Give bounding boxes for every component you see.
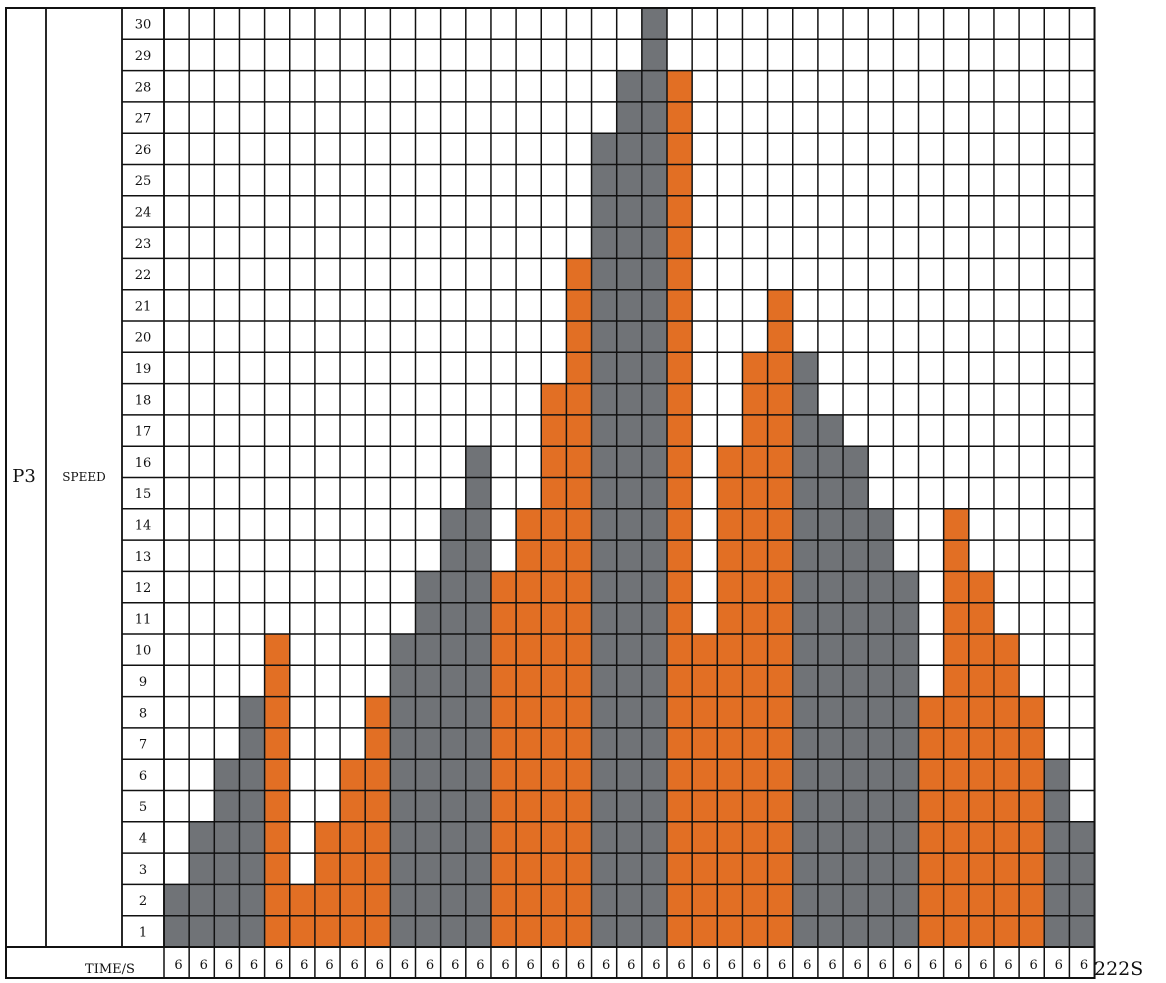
x-tick-label: 6 xyxy=(753,958,761,973)
x-tick-label: 6 xyxy=(552,958,560,973)
frame-layer xyxy=(5,7,1096,979)
x-tick-label: 6 xyxy=(703,958,711,973)
x-tick-label: 6 xyxy=(426,958,434,973)
x-tick-label: 6 xyxy=(350,958,358,973)
y-tick-label: 11 xyxy=(135,612,152,627)
y-tick-label: 14 xyxy=(135,518,152,533)
x-tick-label: 6 xyxy=(803,958,811,973)
x-tick-label: 6 xyxy=(728,958,736,973)
y-tick-label: 27 xyxy=(135,112,152,127)
y-tick-label: 8 xyxy=(139,706,147,721)
program-label: P3 xyxy=(12,466,36,487)
x-tick-label: 6 xyxy=(853,958,861,973)
bar-24 xyxy=(742,352,768,947)
x-tick-label: 6 xyxy=(979,958,987,973)
x-tick-label: 6 xyxy=(577,958,585,973)
x-tick-label: 6 xyxy=(904,958,912,973)
bar-26 xyxy=(792,352,818,947)
x-tick-label: 6 xyxy=(275,958,283,973)
x-tick-label: 6 xyxy=(627,958,635,973)
x-tick-label: 6 xyxy=(174,958,182,973)
y-tick-label: 23 xyxy=(135,237,152,252)
y-tick-label: 20 xyxy=(135,331,152,346)
y-tick-label: 1 xyxy=(139,925,147,940)
grid-layer xyxy=(122,7,1096,978)
x-tick-label: 6 xyxy=(828,958,836,973)
y-tick-label: 24 xyxy=(135,205,152,220)
x-tick-label: 6 xyxy=(778,958,786,973)
y-tick-label: 13 xyxy=(135,550,152,565)
y-tick-label: 3 xyxy=(139,863,147,878)
y-tick-label: 21 xyxy=(135,299,152,314)
bar-25 xyxy=(767,289,793,947)
labels-layer: P3 SPEED TIME/S 222S xyxy=(12,466,1143,980)
x-tick-label: 6 xyxy=(929,958,937,973)
y-tick-label: 12 xyxy=(135,581,152,596)
x-tick-label: 6 xyxy=(1004,958,1012,973)
outer-frame xyxy=(5,7,1096,979)
x-tick-label: 6 xyxy=(879,958,887,973)
x-tick-label: 6 xyxy=(250,958,258,973)
y-tick-label: 18 xyxy=(135,393,152,408)
y-tick-label: 22 xyxy=(135,268,152,283)
y-tick-label: 19 xyxy=(135,362,152,377)
y-tick-label: 15 xyxy=(135,487,152,502)
x-tick-labels: 6 6 6 6 6 6 6 6 6 6 6 6 6 6 6 6 6 6 6 6 6 6 6 6 6 6 6 6 6 6 6 6 6 6 6 6 6 xyxy=(174,958,1088,973)
x-tick-label: 6 xyxy=(300,958,308,973)
y-tick-labels: 1234567891011121314151617181920212223242… xyxy=(135,18,152,941)
y-tick-label: 25 xyxy=(135,174,152,189)
x-tick-label: 6 xyxy=(376,958,384,973)
x-tick-label: 6 xyxy=(954,958,962,973)
y-tick-label: 9 xyxy=(139,675,147,690)
x-tick-label: 6 xyxy=(401,958,409,973)
y-tick-label: 2 xyxy=(139,894,147,909)
x-tick-label: 6 xyxy=(677,958,685,973)
x-tick-label: 6 xyxy=(325,958,333,973)
x-tick-label: 6 xyxy=(527,958,535,973)
x-tick-label: 6 xyxy=(200,958,208,973)
x-tick-label: 6 xyxy=(1055,958,1063,973)
y-tick-label: 29 xyxy=(135,49,152,64)
x-tick-label: 6 xyxy=(501,958,509,973)
x-axis-label: TIME/S xyxy=(85,962,135,977)
x-tick-label: 6 xyxy=(476,958,484,973)
y-tick-label: 7 xyxy=(139,738,147,753)
x-tick-label: 6 xyxy=(1080,958,1088,973)
x-tick-label: 6 xyxy=(451,958,459,973)
y-tick-label: 5 xyxy=(139,800,147,815)
x-tick-label: 6 xyxy=(1030,958,1038,973)
x-tick-label: 6 xyxy=(602,958,610,973)
bar-27 xyxy=(817,414,844,947)
y-tick-label: 4 xyxy=(139,831,147,846)
y-tick-label: 17 xyxy=(135,425,152,440)
y-tick-label: 16 xyxy=(135,456,152,471)
y-tick-label: 10 xyxy=(135,644,152,659)
y-tick-label: 26 xyxy=(135,143,152,158)
y-tick-label: 28 xyxy=(135,80,152,95)
y-tick-label: 30 xyxy=(135,18,152,33)
total-time-label: 222S xyxy=(1094,958,1143,980)
y-axis-label: SPEED xyxy=(62,470,105,484)
x-tick-label: 6 xyxy=(225,958,233,973)
x-tick-label: 6 xyxy=(652,958,660,973)
y-tick-label: 6 xyxy=(139,769,147,784)
